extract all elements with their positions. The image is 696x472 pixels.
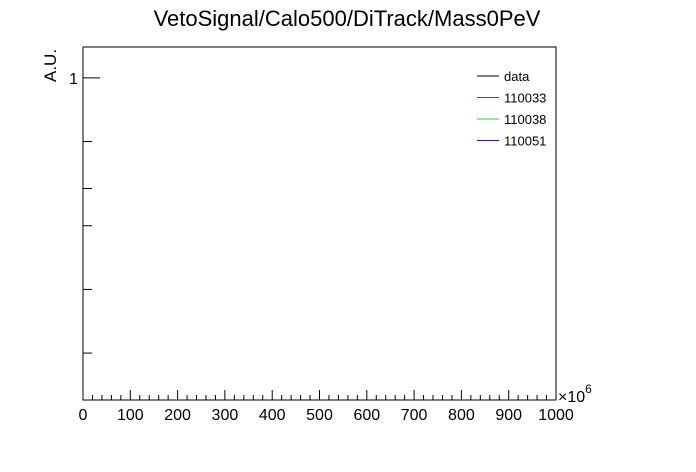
legend: data 110033 110038 110051 [477, 69, 546, 149]
y-axis-ticks [83, 77, 100, 354]
x-tick-label: 300 [212, 407, 239, 424]
x-axis-multiplier: ×106 [558, 382, 592, 406]
x-tick-label: 600 [353, 407, 380, 424]
x-axis-ticks [82, 390, 557, 400]
x-tick-label: 500 [306, 407, 333, 424]
x-axis-tick-labels: 0 100 200 300 400 500 600 700 800 900 1000 [79, 407, 574, 424]
x-tick-label: 800 [448, 407, 475, 424]
x-tick-label: 0 [79, 407, 88, 424]
y-tick-label: 1 [69, 71, 78, 88]
legend-label: 110051 [504, 134, 546, 149]
x-tick-label: 200 [164, 407, 191, 424]
x-tick-label: 900 [495, 407, 522, 424]
x-tick-label: 1000 [538, 407, 574, 424]
legend-label: 110033 [504, 91, 546, 106]
legend-label: data [504, 69, 530, 84]
x-multiplier-exponent: 6 [585, 382, 592, 396]
x-tick-label: 400 [259, 407, 286, 424]
x-tick-label: 700 [401, 407, 428, 424]
x-multiplier-base: ×10 [558, 389, 585, 406]
plot-frame [82, 46, 557, 401]
y-axis-tick-labels: 1 [69, 71, 78, 88]
chart-title: VetoSignal/Calo500/DiTrack/Mass0PeV [154, 6, 541, 31]
x-tick-label: 100 [117, 407, 144, 424]
y-axis-label: A.U. [41, 49, 60, 82]
legend-label: 110038 [504, 112, 546, 127]
